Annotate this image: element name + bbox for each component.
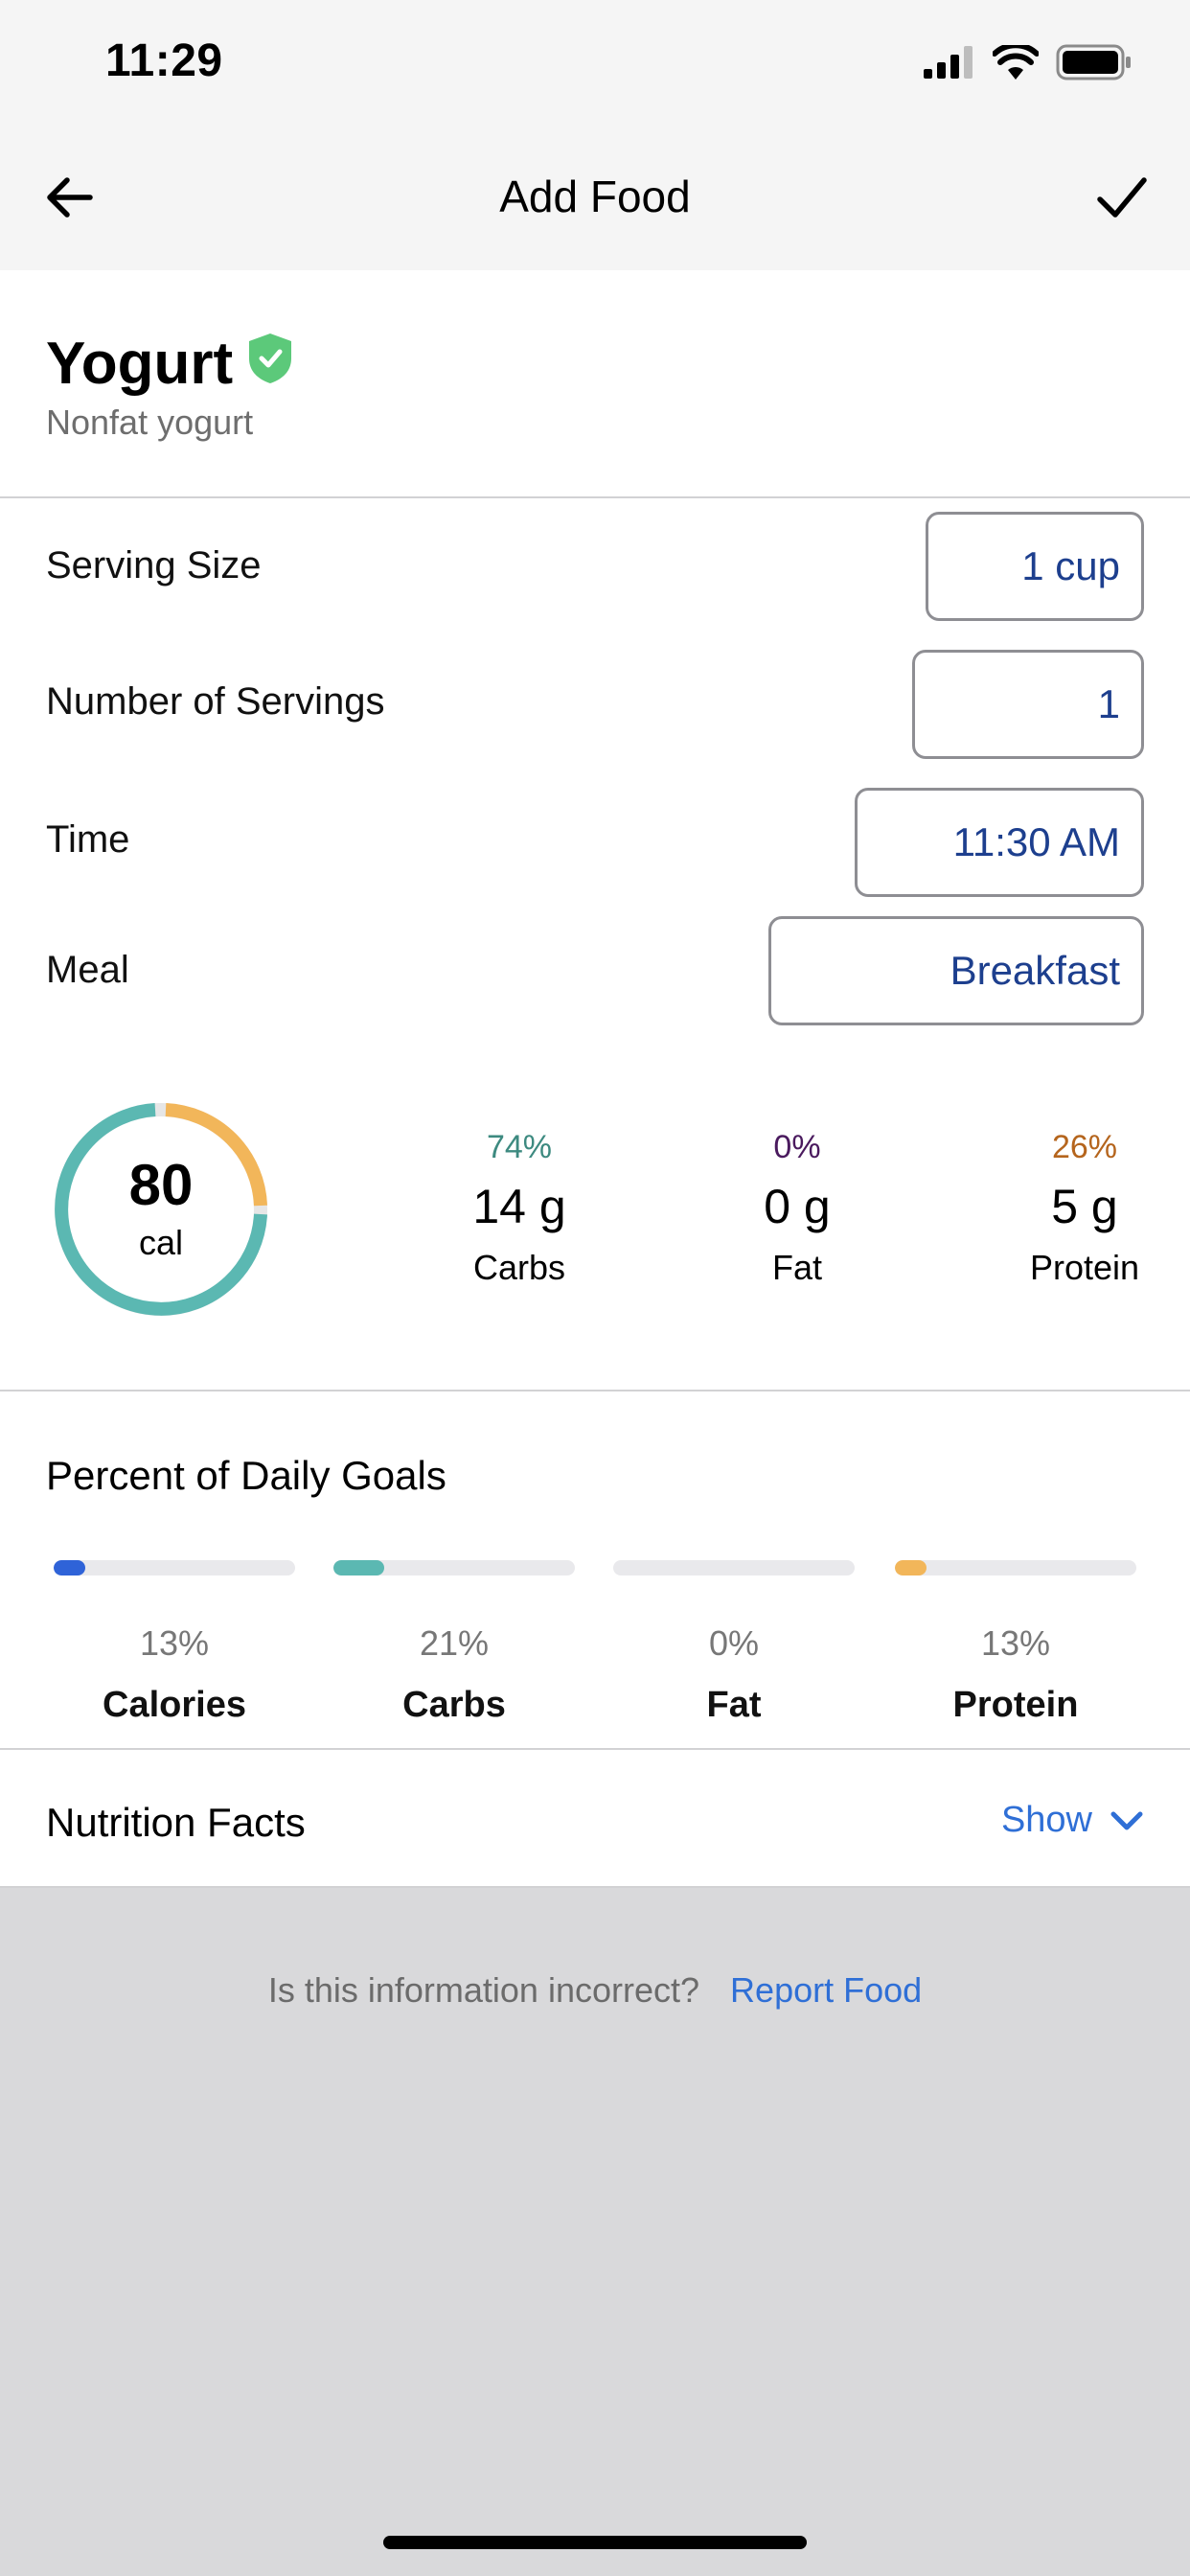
confirm-check-icon[interactable] (1092, 169, 1150, 226)
goal-calories-fill (54, 1560, 85, 1576)
goal-carbs-name: Carbs (402, 1685, 506, 1725)
chevron-down-icon (1110, 1811, 1143, 1829)
goal-carbs: 21% Carbs (333, 1560, 575, 1726)
goal-protein-fill (895, 1560, 927, 1576)
time-label: Time (46, 818, 130, 861)
macro-carbs-name: Carbs (472, 1248, 566, 1287)
macro-fat-amount: 0 g (764, 1180, 831, 1233)
serving-size-value: 1 cup (1021, 543, 1120, 588)
divider (0, 1886, 1190, 1888)
verified-shield-icon (249, 334, 291, 383)
back-arrow-icon[interactable] (40, 169, 98, 226)
meal-value: Breakfast (950, 948, 1120, 993)
macro-fat: 0% 0 g Fat (701, 1129, 893, 1288)
goal-fat-name: Fat (706, 1685, 762, 1725)
divider (0, 1748, 1190, 1750)
goal-carbs-percent: 21% (419, 1623, 490, 1663)
status-icons (924, 44, 1133, 80)
divider (0, 496, 1190, 498)
goal-carbs-fill (333, 1560, 384, 1576)
nutrition-facts-toggle[interactable]: Show (1001, 1800, 1144, 1841)
macro-carbs: 74% 14 g Carbs (423, 1129, 615, 1288)
goal-fat: 0% Fat (613, 1560, 855, 1726)
calorie-value: 80 (128, 1153, 194, 1217)
macro-fat-percent: 0% (773, 1129, 821, 1165)
goal-protein: 13% Protein (895, 1560, 1136, 1726)
macro-protein-amount: 5 g (1051, 1180, 1118, 1233)
page-title: Add Food (499, 172, 691, 221)
daily-goals-title: Percent of Daily Goals (46, 1453, 446, 1498)
meal-field[interactable]: Breakfast (768, 916, 1144, 1025)
macro-fat-name: Fat (771, 1248, 822, 1287)
show-label: Show (1000, 1800, 1092, 1840)
macro-protein-name: Protein (1029, 1248, 1140, 1287)
macro-carbs-amount: 14 g (472, 1180, 566, 1233)
goal-calories: 13% Calories (54, 1560, 295, 1726)
servings-label: Number of Servings (46, 680, 385, 723)
wifi-icon (993, 45, 1039, 80)
time-field[interactable]: 11:30 AM (855, 788, 1144, 897)
goal-protein-percent: 13% (980, 1623, 1051, 1663)
report-section: Is this information incorrect? Report Fo… (0, 1970, 1190, 2011)
status-time: 11:29 (105, 35, 223, 86)
food-description: Nonfat yogurt (46, 402, 254, 442)
goal-protein-name: Protein (952, 1685, 1079, 1725)
goal-protein-track (895, 1560, 1136, 1576)
goal-carbs-track (333, 1560, 575, 1576)
meal-label: Meal (46, 949, 129, 991)
servings-field[interactable]: 1 (912, 650, 1144, 759)
macro-protein-percent: 26% (1051, 1129, 1118, 1165)
ring-carbs-arc (55, 1103, 267, 1316)
servings-value: 1 (1097, 681, 1120, 726)
food-name: Yogurt (46, 331, 234, 397)
home-indicator[interactable] (383, 2536, 807, 2549)
goal-fat-track (613, 1560, 855, 1576)
food-card: Yogurt Nonfat yogurt Serving Size 1 cup … (0, 270, 1190, 1888)
calorie-unit: cal (138, 1223, 184, 1262)
battery-icon (1056, 44, 1131, 80)
goal-fat-percent: 0% (708, 1623, 760, 1663)
nutrition-facts-label: Nutrition Facts (46, 1800, 306, 1845)
time-value: 11:30 AM (952, 819, 1120, 864)
cellular-signal-icon (924, 46, 973, 79)
ring-protein-arc (165, 1103, 267, 1207)
report-question: Is this information incorrect? (267, 1970, 700, 2010)
goal-calories-name: Calories (103, 1685, 246, 1725)
top-bar: 11:29 Add Food (0, 0, 1190, 270)
divider (0, 1390, 1190, 1392)
macro-protein: 26% 5 g Protein (989, 1129, 1180, 1288)
goal-calories-percent: 13% (139, 1623, 210, 1663)
serving-size-field[interactable]: 1 cup (926, 512, 1144, 621)
goal-calories-track (54, 1560, 295, 1576)
report-food-link[interactable]: Report Food (730, 1970, 923, 2010)
serving-size-label: Serving Size (46, 544, 262, 586)
macro-carbs-percent: 74% (486, 1129, 553, 1165)
calorie-ring (55, 1103, 267, 1316)
